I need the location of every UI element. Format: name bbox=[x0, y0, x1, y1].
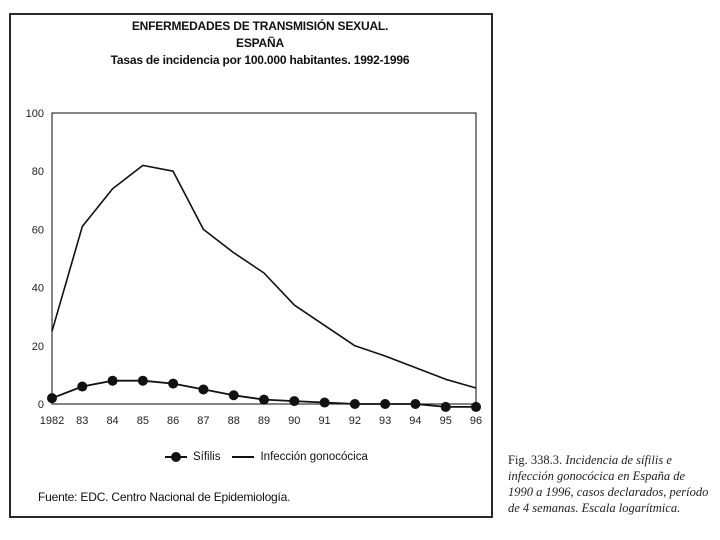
data-point-sifilis bbox=[47, 393, 57, 404]
data-point-sifilis bbox=[228, 390, 239, 401]
legend-label-sifilis: Sífilis bbox=[193, 451, 221, 463]
data-point-sifilis bbox=[471, 401, 481, 412]
data-point-sifilis bbox=[198, 384, 209, 395]
x-tick-label: 1982 bbox=[40, 415, 64, 427]
caption-text: Incidencia de sífilis e infección gonocó… bbox=[508, 453, 709, 515]
y-tick-label: 60 bbox=[32, 224, 44, 236]
chart-titles: ENFERMEDADES DE TRANSMISIÓN SEXUAL. ESPA… bbox=[60, 18, 460, 69]
figure-frame bbox=[9, 13, 493, 518]
y-tick-label: 0 bbox=[38, 399, 44, 411]
legend-swatch-gonococica bbox=[232, 456, 255, 458]
x-tick-label: 94 bbox=[409, 415, 421, 427]
x-tick-label: 91 bbox=[318, 415, 330, 427]
data-point-sifilis bbox=[137, 375, 148, 386]
data-point-sifilis bbox=[289, 396, 300, 407]
data-point-sifilis bbox=[440, 401, 451, 412]
y-tick-label: 20 bbox=[32, 341, 44, 353]
x-tick-label: 84 bbox=[106, 415, 118, 427]
data-point-sifilis bbox=[349, 399, 360, 409]
x-tick-label: 87 bbox=[197, 415, 209, 427]
x-tick-label: 83 bbox=[76, 415, 88, 427]
x-tick-label: 96 bbox=[470, 415, 482, 427]
x-tick-label: 95 bbox=[440, 415, 452, 427]
legend-label-gonococica: Infección gonocócica bbox=[260, 451, 368, 463]
y-tick-label: 100 bbox=[26, 108, 44, 120]
legend-swatch-sifilis bbox=[165, 452, 187, 462]
chart-subtitle: ESPAÑA bbox=[236, 36, 284, 50]
y-tick-label: 40 bbox=[32, 283, 44, 295]
chart-subtitle-rates: Tasas de incidencia por 100.000 habitant… bbox=[110, 53, 410, 67]
x-tick-label: 86 bbox=[167, 415, 179, 427]
data-point-sifilis bbox=[107, 375, 118, 386]
source-note: Fuente: EDC. Centro Nacional de Epidemio… bbox=[38, 490, 291, 504]
x-tick-label: 85 bbox=[137, 415, 149, 427]
figure-caption: Fig. 338.3. Incidencia de sífilis e infe… bbox=[508, 452, 713, 516]
data-point-sifilis bbox=[259, 394, 269, 405]
x-tick-label: 88 bbox=[228, 415, 240, 427]
data-point-sifilis bbox=[380, 399, 391, 409]
plot-area bbox=[51, 112, 477, 405]
data-point-sifilis bbox=[410, 399, 421, 409]
y-tick-label: 80 bbox=[32, 166, 44, 178]
chart-title: ENFERMEDADES DE TRANSMISIÓN SEXUAL. bbox=[131, 19, 389, 33]
data-point-sifilis bbox=[168, 378, 179, 389]
chart-legend: Sífilis Infección gonocócica bbox=[165, 451, 368, 463]
x-tick-label: 93 bbox=[379, 415, 391, 427]
x-tick-label: 90 bbox=[288, 415, 300, 427]
x-tick-label: 92 bbox=[349, 415, 361, 427]
data-point-sifilis bbox=[77, 381, 88, 392]
caption-fig-number: Fig. 338.3. bbox=[508, 453, 563, 467]
data-point-sifilis bbox=[319, 397, 330, 408]
series-line-gonococica bbox=[51, 164, 477, 389]
x-tick-label: 89 bbox=[258, 415, 270, 427]
